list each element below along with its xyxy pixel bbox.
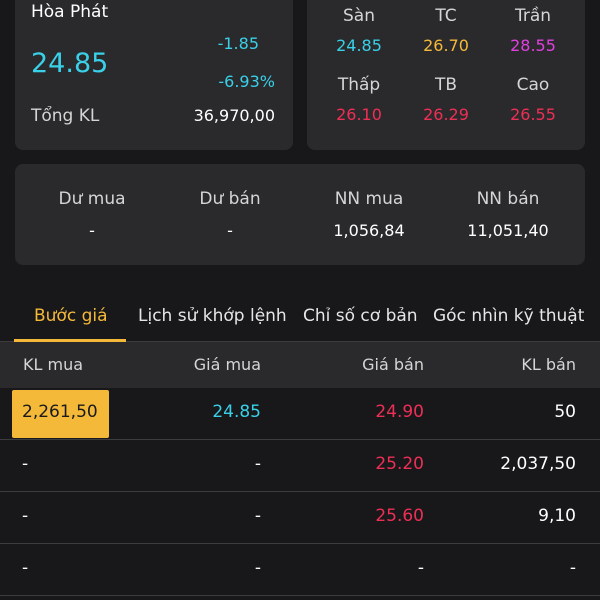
ask-volume: 50 [554, 402, 576, 422]
high-label: Cao [516, 75, 550, 95]
price-change-percent: -6.93% [218, 72, 275, 91]
current-price: 24.85 [31, 48, 109, 79]
tab-bar: Bước giá Lịch sử khớp lệnh Chỉ số cơ bản… [0, 290, 600, 342]
floor-label: Sàn [343, 6, 375, 26]
ask-price: 25.60 [375, 506, 424, 526]
price-range-card: Sàn TC Trần 24.85 26.70 28.55 Thấp TB Ca… [307, 0, 585, 150]
header-bid-volume: KL mua [23, 355, 84, 374]
foreign-sell-value: 11,051,40 [467, 221, 549, 240]
low-label: Thấp [337, 75, 381, 95]
header-bid-price: Giá mua [193, 355, 261, 374]
price-change: -1.85 [217, 34, 259, 53]
tab-fundamentals[interactable]: Chỉ số cơ bản [303, 306, 418, 326]
total-volume-label: Tổng KL [31, 106, 100, 126]
header-ask-price: Giá bán [362, 355, 424, 374]
foreign-buy-value: 1,056,84 [333, 221, 405, 240]
reference-label: TC [435, 6, 457, 26]
bid-volume-highlight [12, 390, 109, 438]
foreign-sell-label: NN bán [476, 189, 540, 209]
bid-price: 24.85 [212, 402, 261, 422]
bid-surplus-label: Dư mua [58, 189, 126, 209]
tab-technical-view[interactable]: Góc nhìn kỹ thuật [433, 306, 585, 326]
ask-surplus-label: Dư bán [199, 189, 261, 209]
floor-price: 24.85 [336, 36, 382, 55]
ask-price: 24.90 [375, 402, 424, 422]
average-price: 26.29 [423, 105, 469, 124]
bid-volume: - [22, 506, 29, 526]
ceiling-label: Trần [514, 6, 552, 26]
low-price: 26.10 [336, 105, 382, 124]
ask-surplus-value: - [227, 221, 233, 240]
active-tab-indicator [14, 339, 126, 342]
bid-volume: 2,261,50 [22, 402, 98, 422]
ask-price: 25.20 [375, 454, 424, 474]
bid-surplus-value: - [89, 221, 95, 240]
foreign-buy-label: NN mua [334, 189, 404, 209]
quote-card: Hòa Phát 24.85 -1.85 -6.93% Tổng KL 36,9… [15, 0, 293, 150]
bid-price: - [254, 558, 261, 578]
order-book-row: 2,261,50 24.85 24.90 50 [0, 388, 600, 440]
ask-price: - [417, 558, 424, 578]
header-ask-volume: KL bán [521, 355, 576, 374]
high-price: 26.55 [510, 105, 556, 124]
tab-match-history[interactable]: Lịch sử khớp lệnh [138, 306, 287, 326]
order-book-header: KL mua Giá mua Giá bán KL bán [0, 342, 600, 388]
order-book-row: - - 25.20 2,037,50 [0, 440, 600, 492]
bid-volume: - [22, 454, 29, 474]
order-flow-card: Dư mua Dư bán NN mua NN bán - - 1,056,84… [15, 164, 585, 265]
total-volume: 36,970,00 [193, 106, 275, 125]
bid-price: - [254, 454, 261, 474]
tab-price-steps[interactable]: Bước giá [34, 306, 108, 326]
order-book-row: - - 25.60 9,10 [0, 492, 600, 544]
bid-volume: - [22, 558, 29, 578]
order-book-row: - - - - [0, 544, 600, 596]
ceiling-price: 28.55 [510, 36, 556, 55]
stock-name: Hòa Phát [31, 2, 109, 22]
average-label: TB [434, 75, 458, 95]
bid-price: - [254, 506, 261, 526]
ask-volume: 9,10 [538, 506, 576, 526]
ask-volume: 2,037,50 [500, 454, 576, 474]
reference-price: 26.70 [423, 36, 469, 55]
ask-volume: - [569, 558, 576, 578]
